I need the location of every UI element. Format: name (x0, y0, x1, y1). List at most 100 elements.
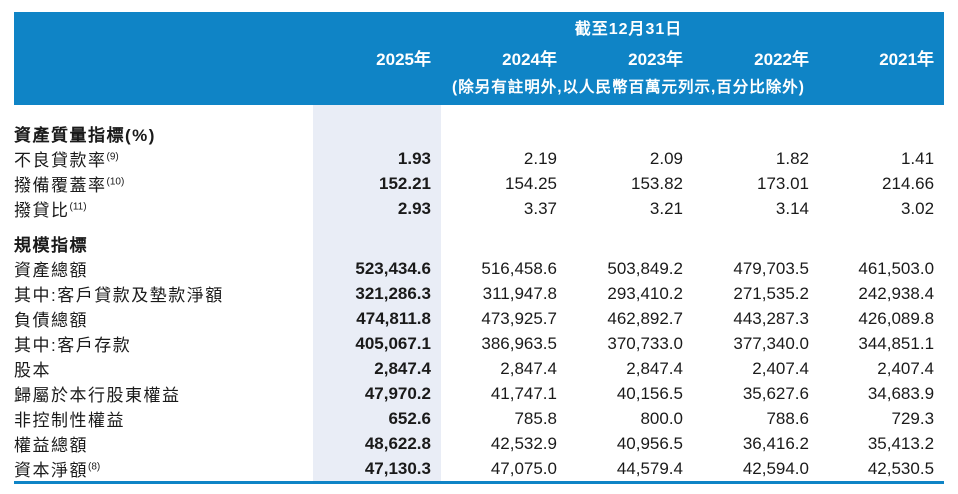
table-row: 撥貸比(11) 2.93 3.37 3.21 3.14 3.02 (14, 196, 944, 221)
row-label: 負債總額 (14, 311, 88, 330)
section-title-row: 規模指標 (14, 231, 944, 256)
year-header-2021: 2021年 (819, 42, 945, 73)
table-row: 非控制性權益 652.6 785.8 800.0 788.6 729.3 (14, 406, 944, 431)
value-cell: 35,627.6 (742, 383, 809, 403)
value-cell: 44,579.4 (616, 458, 683, 478)
row-label: 股本 (14, 361, 51, 380)
spacer-cell (819, 221, 944, 231)
spacer-cell (313, 221, 441, 231)
value-cell: 729.3 (891, 408, 935, 428)
value-cell: 2,847.4 (626, 358, 683, 378)
value-cell: 47,075.0 (490, 458, 557, 478)
row-label: 資本淨額(8) (14, 461, 101, 480)
section-title: 資產質量指標(%) (14, 126, 156, 145)
value-cell: 788.6 (766, 408, 809, 428)
value-cell: 479,703.5 (733, 258, 809, 278)
value-cell: 42,532.9 (490, 433, 557, 453)
value-cell: 42,594.0 (742, 458, 809, 478)
value-cell: 2.19 (523, 148, 557, 168)
unit-note: (除另有註明外,以人民幣百萬元列示,百分比除外) (313, 73, 945, 105)
table-row: 負債總額 474,811.8 473,925.7 462,892.7 443,287.3… (14, 306, 944, 331)
row-label: 資產總額 (14, 261, 88, 280)
value-cell: 443,287.3 (733, 308, 809, 328)
table-row: 權益總額 48,622.8 42,532.9 40,956.5 36,416.2 35,4… (14, 431, 944, 456)
value-cell: 2,847.4 (500, 358, 557, 378)
row-label: 其中:客戶貸款及墊款淨額 (14, 286, 224, 305)
value-cell: 34,683.9 (867, 383, 935, 403)
spacer-cell (567, 221, 693, 231)
value-cell: 377,340.0 (733, 333, 809, 353)
row-label: 不良貸款率(9) (14, 151, 119, 170)
value-cell: 41,747.1 (490, 383, 557, 403)
section-title: 規模指標 (14, 236, 88, 255)
value-cell: 386,963.5 (481, 333, 557, 353)
value-cell: 516,458.6 (481, 258, 557, 278)
spacer-cell (14, 221, 313, 231)
value-cell: 40,156.5 (616, 383, 683, 403)
empty-cell (567, 105, 693, 146)
year-header-2023: 2023年 (567, 42, 693, 73)
value-cell: 461,503.0 (858, 258, 935, 278)
footnote-marker: (8) (88, 461, 101, 473)
value-cell: 321,286.3 (313, 281, 441, 306)
value-cell: 271,535.2 (733, 283, 809, 303)
value-cell: 3.14 (775, 198, 809, 218)
value-cell: 1.93 (313, 146, 441, 171)
table-header-banner: 截至12月31日 2025年 2024年 2023年 2022年 2021年 (… (14, 12, 945, 105)
period-title-row: 截至12月31日 (14, 12, 945, 42)
unit-note-row: (除另有註明外,以人民幣百萬元列示,百分比除外) (14, 73, 945, 105)
value-cell: 426,089.8 (858, 308, 935, 328)
year-header-row: 2025年 2024年 2023年 2022年 2021年 (14, 42, 945, 73)
footnote-marker: (9) (106, 151, 119, 163)
value-cell: 1.82 (775, 148, 809, 168)
value-cell: 42,530.5 (867, 458, 935, 478)
value-cell: 36,416.2 (742, 433, 809, 453)
value-cell: 785.8 (514, 408, 557, 428)
value-cell: 152.21 (313, 171, 441, 196)
section-title-row: 資產質量指標(%) (14, 105, 944, 146)
table-row: 股本 2,847.4 2,847.4 2,847.4 2,407.4 2,407.4 (14, 356, 944, 381)
value-cell: 3.02 (900, 198, 935, 218)
value-cell: 1.41 (900, 148, 935, 168)
value-cell: 344,851.1 (858, 333, 935, 353)
empty-cell (693, 231, 819, 256)
table-row: 其中:客戶存款 405,067.1 386,963.5 370,733.0 377,34… (14, 331, 944, 356)
footnote-marker: (10) (106, 176, 125, 188)
value-cell: 523,434.6 (313, 256, 441, 281)
spacer-cell (441, 221, 567, 231)
value-cell: 462,892.7 (607, 308, 683, 328)
financial-indicators-table: 截至12月31日 2025年 2024年 2023年 2022年 2021年 (… (14, 12, 945, 484)
value-cell: 47,970.2 (313, 381, 441, 406)
value-cell: 800.0 (640, 408, 683, 428)
banner-empty-cell (14, 12, 313, 42)
empty-cell (313, 231, 441, 256)
value-cell: 153.82 (631, 173, 683, 193)
table-row: 歸屬於本行股東權益 47,970.2 41,747.1 40,156.5 35,627.… (14, 381, 944, 406)
empty-cell (567, 231, 693, 256)
value-cell: 2,847.4 (313, 356, 441, 381)
table-row: 其中:客戶貸款及墊款淨額 321,286.3 311,947.8 293,410.2 2… (14, 281, 944, 306)
row-label: 歸屬於本行股東權益 (14, 386, 181, 405)
value-cell: 48,622.8 (313, 431, 441, 456)
value-cell: 3.21 (649, 198, 683, 218)
spacer-cell (693, 221, 819, 231)
empty-cell (819, 105, 944, 146)
banner-empty-cell (14, 73, 313, 105)
value-cell: 173.01 (757, 173, 809, 193)
value-cell: 154.25 (505, 173, 557, 193)
value-cell: 242,938.4 (858, 283, 935, 303)
value-cell: 293,410.2 (607, 283, 683, 303)
year-header-2022: 2022年 (693, 42, 819, 73)
table-body: 資產質量指標(%) 不良貸款率(9) 1.93 2.19 2.09 1.82 1.41 撥備覆… (14, 105, 944, 483)
value-cell: 370,733.0 (607, 333, 683, 353)
table-row: 撥備覆蓋率(10) 152.21 154.25 153.82 173.01 214.66 (14, 171, 944, 196)
row-label: 撥備覆蓋率(10) (14, 176, 125, 195)
empty-cell (819, 231, 944, 256)
footnote-marker: (11) (69, 201, 87, 213)
period-title: 截至12月31日 (313, 12, 945, 42)
value-cell: 405,067.1 (313, 331, 441, 356)
row-label: 權益總額 (14, 436, 88, 455)
row-label: 非控制性權益 (14, 411, 125, 430)
row-label: 撥貸比(11) (14, 201, 87, 220)
